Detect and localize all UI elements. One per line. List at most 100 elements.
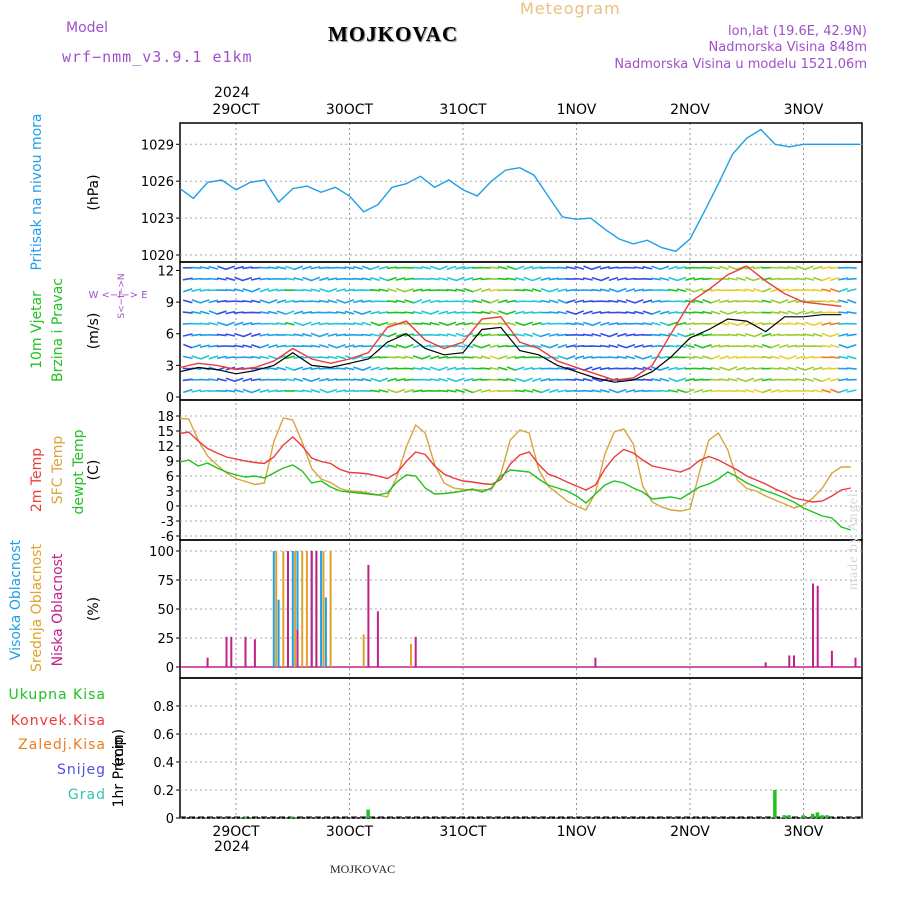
wind-barb [633, 288, 644, 292]
wind-barb [761, 343, 772, 349]
wind-barb [829, 276, 840, 282]
wind-barb [284, 378, 295, 382]
wind-barb [778, 310, 789, 315]
cloud-bar [362, 634, 365, 667]
wind-barb [497, 378, 508, 382]
wind-barb [616, 299, 627, 304]
wind-barb [412, 389, 423, 393]
wind-barb [633, 266, 644, 270]
wind-barb [770, 389, 780, 393]
wind-barb [387, 300, 398, 303]
wind-barb [489, 333, 500, 337]
wind-barb [608, 367, 619, 370]
wind-barb [582, 333, 593, 337]
wind-barb [472, 343, 482, 349]
wind-barb [446, 310, 457, 315]
wind-barb [233, 321, 244, 326]
wind-barb [642, 378, 653, 382]
wind-barb [208, 378, 219, 382]
wind-barb [310, 367, 321, 371]
wind-barb [430, 310, 440, 316]
y-tick-label: 0 [166, 812, 174, 827]
wind-barb [208, 322, 219, 326]
wind-barb [753, 356, 764, 359]
wind-barb [719, 265, 729, 270]
wind-barb [199, 344, 210, 348]
wind-barb [463, 276, 474, 282]
wind-barb [838, 333, 849, 337]
wind-barb [259, 311, 270, 315]
wind-barb [335, 333, 347, 337]
wind-barb [336, 343, 346, 349]
wind-barb [455, 266, 466, 270]
wind-barb [208, 277, 219, 281]
wind-barb [302, 377, 312, 383]
cloud-bar [305, 551, 308, 667]
wind-barb [336, 288, 346, 293]
wind-barb [242, 276, 253, 282]
wind-barb [565, 288, 576, 292]
wind-barb [344, 333, 355, 337]
wind-barb [727, 321, 738, 326]
wind-barb [846, 266, 857, 269]
wind-barb [770, 367, 781, 370]
wind-barb [318, 356, 329, 359]
wind-barb [327, 333, 338, 337]
wind-barb [693, 388, 704, 394]
y-tick-label: 3 [166, 359, 174, 374]
wind-barb [310, 321, 321, 326]
panel-frame [179, 677, 863, 819]
wind-barb [302, 276, 312, 282]
temp2m-label: 2m Temp [29, 448, 45, 512]
wind-barb [761, 332, 772, 338]
wind-barb [353, 366, 363, 371]
wind-barb [183, 287, 193, 293]
wind-barb [795, 355, 806, 360]
wind-barb [480, 311, 491, 315]
wind-barb [412, 355, 423, 360]
wind-barb [727, 277, 738, 281]
wind-barb [608, 322, 619, 326]
wind-barb [574, 310, 584, 316]
wind-barb [642, 344, 653, 348]
wind-barb [327, 287, 338, 293]
precip-bar [366, 809, 370, 818]
precip-bar [811, 813, 815, 818]
wind-barb [548, 311, 559, 314]
wind-barb [710, 354, 721, 360]
wind-barb [591, 377, 602, 383]
wind-barb [293, 333, 304, 337]
day-label-bottom: 30OCT [326, 824, 374, 840]
wind-barb [829, 367, 840, 370]
wind-barb [812, 276, 823, 282]
wind-barb [719, 366, 729, 371]
wind-barb [795, 366, 806, 371]
wind-barb [633, 322, 644, 325]
wind-barb [557, 266, 568, 270]
wind-barb [182, 388, 193, 394]
wind-barb [633, 333, 644, 337]
wind-barb [736, 321, 746, 327]
wind-barb [668, 321, 678, 327]
wind-barb [293, 300, 304, 303]
wind-barb [421, 378, 432, 381]
wind-barb [242, 332, 252, 338]
wind-barb [370, 377, 380, 382]
wind-barb [378, 288, 389, 292]
wind-barb [710, 344, 721, 348]
wind-barb [361, 299, 372, 303]
wind-barb [464, 388, 474, 394]
wind-barb [616, 355, 627, 359]
wind-barb [412, 298, 423, 304]
wind-barb [497, 265, 508, 270]
cloud-bar [830, 650, 833, 667]
wind-barb [736, 333, 747, 337]
y-tick-label: 0.6 [153, 728, 174, 743]
wind-barb [208, 310, 218, 316]
wind-barb [327, 343, 338, 349]
wind-barb [259, 288, 270, 293]
wind-barb [208, 355, 219, 360]
wind-barb [208, 344, 219, 348]
wind-barb [668, 332, 678, 338]
wind-barb [387, 388, 397, 394]
